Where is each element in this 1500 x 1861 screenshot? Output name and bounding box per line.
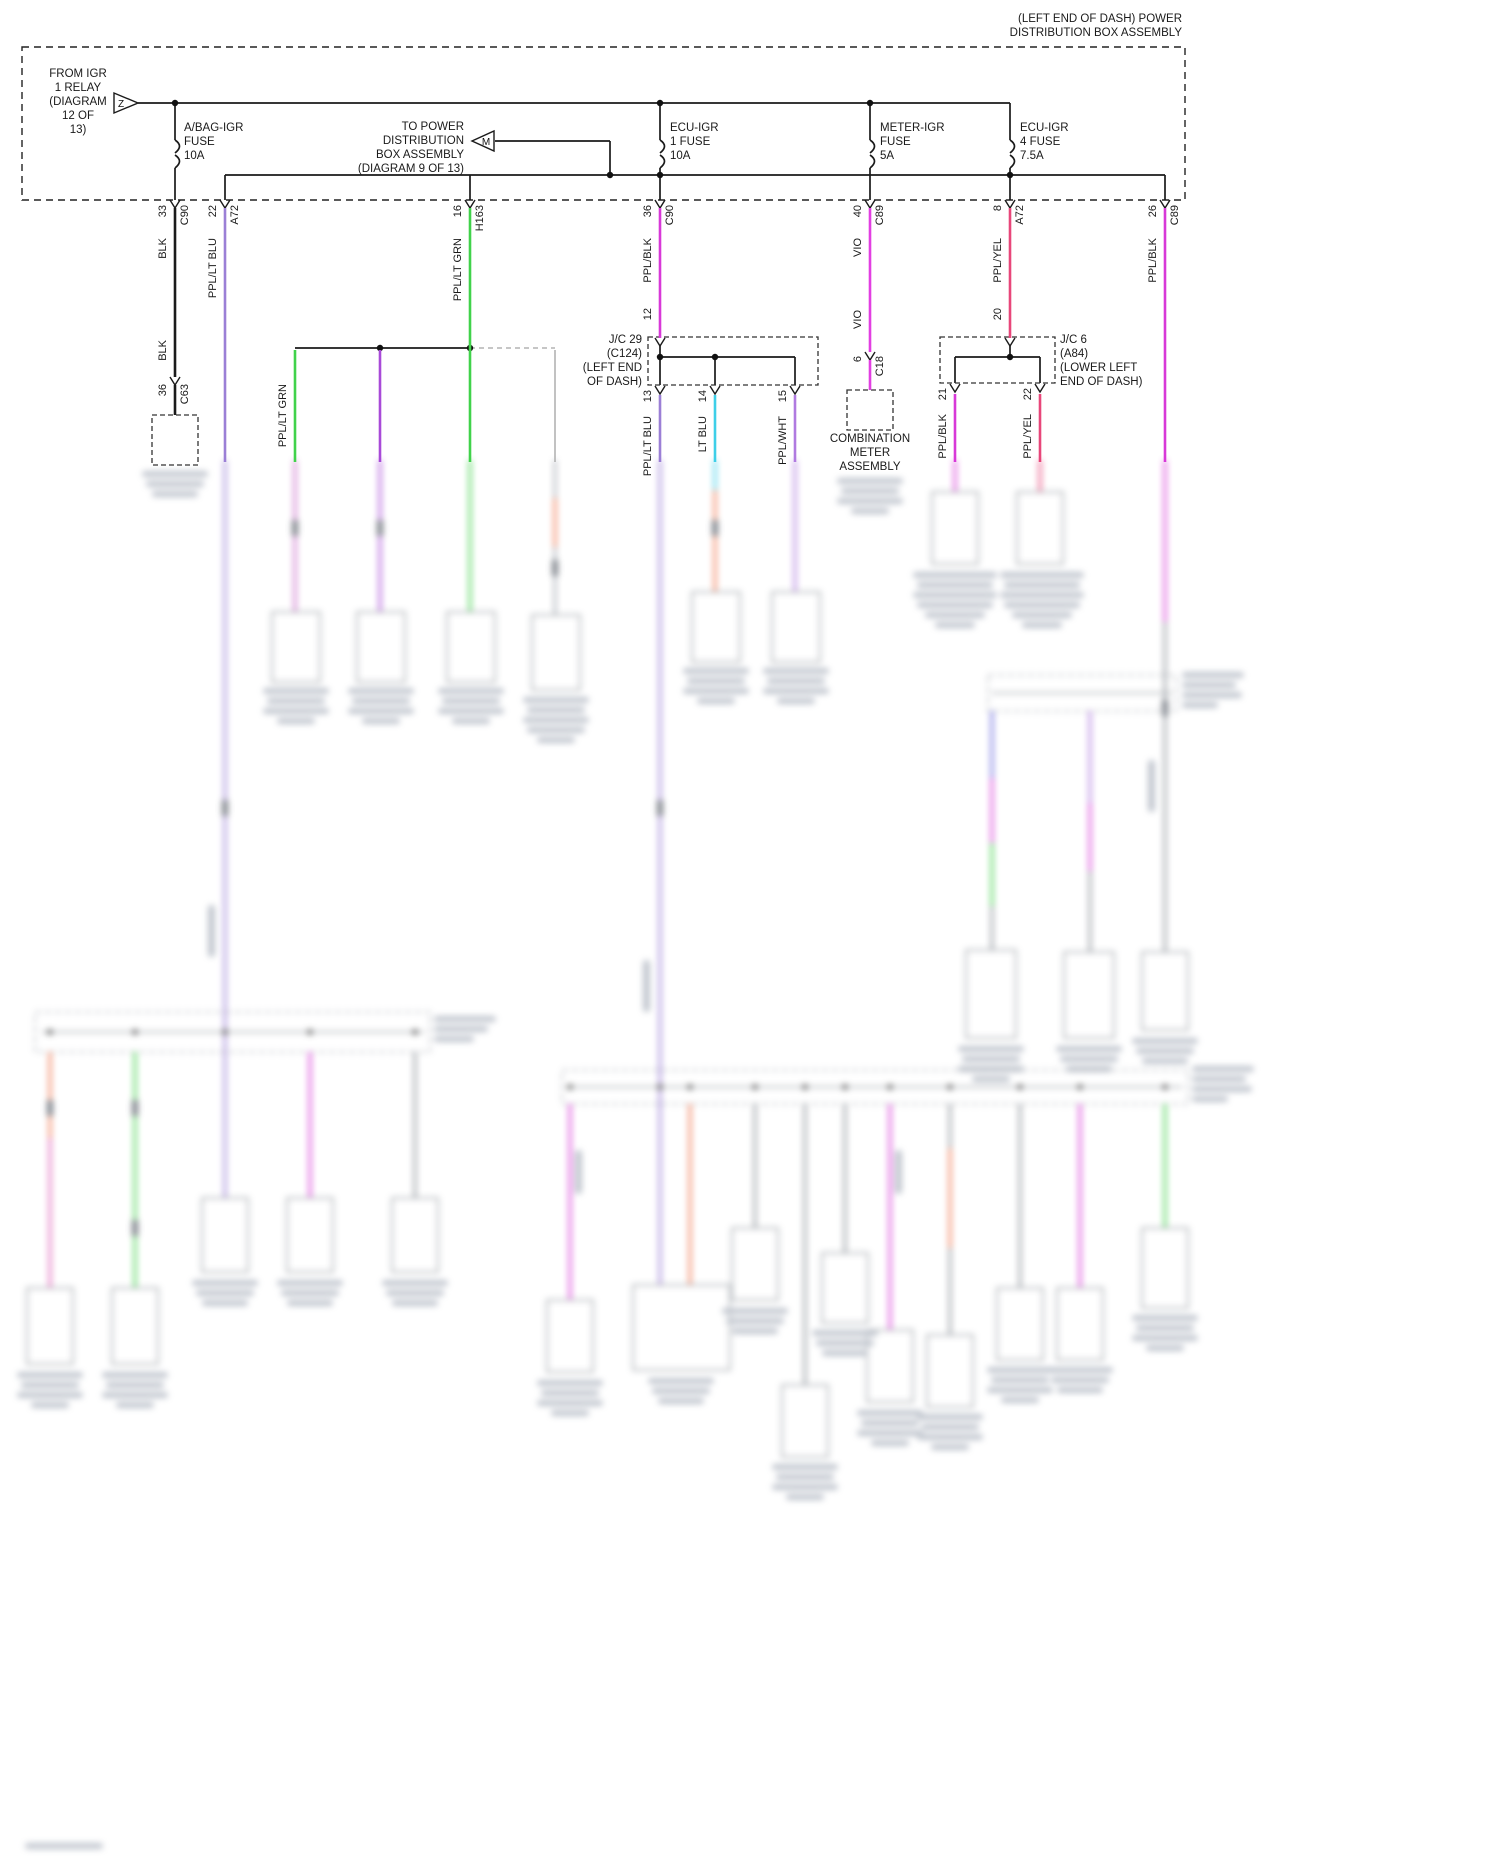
connector-chevrons [169, 199, 1171, 396]
m-triangle-icon [470, 129, 495, 153]
fuse-label-ecu-igr-1: ECU-IGR 1 FUSE 10A [670, 122, 719, 162]
pin-36c63-label: 36 [157, 384, 169, 397]
junction-dots [171, 99, 1014, 361]
airbag-connector-box [151, 414, 199, 466]
jc6-label: J/C 6 (A84) (LOWER LEFT END OF DASH) [1060, 334, 1143, 388]
wire-label-jc29-ppl-lt-blu: PPL/LT BLU [642, 416, 654, 477]
wire-ppl-lt-grn-16 [293, 208, 472, 462]
fuse-symbol-ecu4 [1009, 139, 1016, 169]
to-power-distribution-label: TO POWER DISTRIBUTION BOX ASSEMBLY (DIAG… [357, 121, 464, 175]
jc29-pin-12-label: 12 [642, 308, 654, 321]
jc6-pin-21-label: 21 [937, 388, 949, 401]
pin-22-label: 22 [207, 205, 219, 218]
wire-label-ppl-lt-grn-branch: PPL/LT GRN [277, 384, 289, 448]
wire-label-ppl-blk-2: PPL/BLK [1147, 238, 1159, 283]
pin-26-label: 26 [1147, 205, 1159, 218]
from-igr-relay-label: FROM IGR 1 RELAY (DIAGRAM 12 OF 13) [49, 68, 107, 136]
wire-label-jc6-ppl-yel: PPL/YEL [1022, 414, 1034, 459]
conn-c63-label: C63 [179, 384, 191, 405]
fuse-label-meter-igr: METER-IGR FUSE 5A [880, 122, 945, 162]
wire-label-jc6-ppl-blk: PPL/BLK [937, 414, 949, 459]
jc29-box [647, 336, 819, 386]
fuse-label-ecu-igr-4: ECU-IGR 4 FUSE 7.5A [1020, 122, 1069, 162]
conn-a72-label: A72 [229, 205, 241, 225]
z-triangle-icon [113, 91, 140, 115]
pin-8-label: 8 [992, 205, 1004, 212]
pin-36-label: 36 [642, 205, 654, 218]
z-triangle-letter: Z [118, 99, 124, 110]
pin-33-label: 33 [157, 205, 169, 218]
jc29-label: J/C 29 (C124) (LEFT END OF DASH) [582, 334, 642, 388]
conn-c89-label: C89 [874, 205, 886, 226]
jc6-internal-bus [954, 346, 1041, 383]
jc29-internal-bus [659, 346, 796, 385]
power-distribution-box-title: (LEFT END OF DASH) POWER DISTRIBUTION BO… [1009, 13, 1182, 39]
pin-16-label: 16 [452, 205, 464, 218]
wire-label-blk: BLK [157, 238, 169, 259]
jc29-pin-13-label: 13 [642, 390, 654, 403]
bus-lines [138, 102, 1166, 385]
conn-c90b-label: C90 [664, 205, 676, 226]
m-triangle-letter: M [482, 137, 490, 148]
jc6-pin-20-label: 20 [992, 308, 1004, 321]
power-distribution-box-outline [21, 46, 1186, 201]
jc29-pin-14-label: 14 [697, 390, 709, 403]
wire-label-jc29-ppl-wht: PPL/WHT [777, 416, 789, 465]
combination-meter-box [846, 389, 894, 431]
fuse-label-abag-igr: A/BAG-IGR FUSE 10A [184, 122, 244, 162]
wire-label-vio-2: VIO [852, 310, 864, 329]
pin-6-label: 6 [852, 356, 864, 363]
fuse-symbol-meter [869, 139, 876, 169]
wire-label-ppl-lt-grn: PPL/LT GRN [452, 238, 464, 302]
wire-label-vio: VIO [852, 238, 864, 257]
conn-c89b-label: C89 [1169, 205, 1181, 226]
wire-label-ppl-lt-blu: PPL/LT BLU [207, 238, 219, 299]
combination-meter-label: COMBINATION METER ASSEMBLY [829, 433, 911, 473]
conn-c18-label: C18 [874, 356, 886, 377]
wire-label-blk-2: BLK [157, 340, 169, 361]
jc6-box [939, 336, 1056, 384]
conn-a72b-label: A72 [1014, 205, 1026, 225]
conn-h163-label: H163 [474, 205, 486, 232]
wire-label-jc29-lt-blu: LT BLU [697, 416, 709, 453]
wire-label-ppl-yel: PPL/YEL [992, 238, 1004, 283]
wire-label-ppl-blk: PPL/BLK [642, 238, 654, 283]
pin-40-label: 40 [852, 205, 864, 218]
fuse-symbol-ecu1 [659, 139, 666, 169]
jc6-pin-22-label: 22 [1022, 388, 1034, 401]
fuse-symbol-abag [174, 139, 181, 169]
jc29-pin-15-label: 15 [777, 390, 789, 403]
conn-c90-label: C90 [179, 205, 191, 226]
